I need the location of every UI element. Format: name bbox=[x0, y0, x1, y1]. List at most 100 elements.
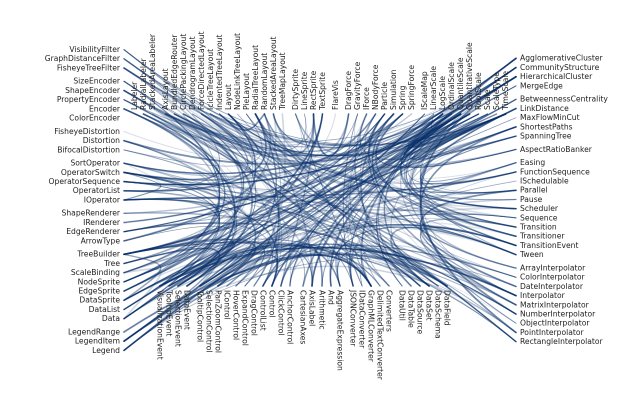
node-label[interactable]: DataSource bbox=[416, 290, 425, 335]
node-label[interactable]: Legend bbox=[92, 346, 120, 355]
node-label[interactable]: RectangleInterpolator bbox=[520, 337, 604, 346]
node-label[interactable]: DragControl bbox=[249, 290, 258, 336]
node-label[interactable]: CartesianAxes bbox=[299, 290, 308, 344]
node-label[interactable]: Encoder bbox=[89, 104, 121, 113]
node-label[interactable]: Scale bbox=[483, 89, 492, 110]
node-label[interactable]: RadialLabeler bbox=[139, 57, 148, 110]
node-label[interactable]: DataEvent bbox=[182, 290, 191, 330]
node-label[interactable]: Simulation bbox=[389, 69, 398, 110]
node-label[interactable]: Layout bbox=[224, 84, 233, 110]
node-label[interactable]: RadialTreeLayout bbox=[251, 45, 260, 110]
node-label[interactable]: ArrayInterpolator bbox=[520, 264, 586, 273]
node-label[interactable]: SelectionControl bbox=[204, 290, 213, 352]
node-label[interactable]: AgglomerativeCluster bbox=[520, 54, 604, 63]
node-label[interactable]: PieLayout bbox=[242, 73, 251, 110]
node-label[interactable]: BetweennessCentrality bbox=[520, 95, 608, 104]
node-label[interactable]: PropertyEncoder bbox=[57, 95, 121, 104]
node-label[interactable]: OrdinalScale bbox=[447, 62, 456, 110]
node-label[interactable]: PointInterpolator bbox=[520, 328, 585, 337]
node-label[interactable]: NodeLinkTreeLayout bbox=[233, 33, 242, 110]
node-label[interactable]: Data bbox=[102, 314, 120, 323]
node-label[interactable]: RandomLayout bbox=[260, 53, 269, 110]
node-label[interactable]: QuantitativeScale bbox=[465, 42, 474, 110]
node-label[interactable]: TransitionEvent bbox=[519, 241, 578, 250]
node-label[interactable]: Distortion bbox=[83, 136, 120, 145]
node-label[interactable]: Scheduler bbox=[520, 204, 559, 213]
node-label[interactable]: ArrowType bbox=[81, 236, 121, 245]
node-label[interactable]: IForce bbox=[362, 87, 371, 110]
node-label[interactable]: ExpandControl bbox=[240, 290, 249, 346]
node-label[interactable]: DateInterpolator bbox=[520, 282, 584, 291]
node-label[interactable]: SizeEncoder bbox=[73, 77, 121, 86]
node-label[interactable]: IDataConverter bbox=[358, 290, 367, 349]
node-label[interactable]: QuantileScale bbox=[456, 57, 465, 110]
node-label[interactable]: StackedAreaLayout bbox=[269, 36, 278, 110]
node-label[interactable]: DragForce bbox=[344, 71, 353, 110]
node-label[interactable]: ScaleBinding bbox=[71, 268, 120, 277]
node-label[interactable]: SortOperator bbox=[70, 159, 120, 168]
node-label[interactable]: AxisLabel bbox=[308, 290, 317, 326]
node-label[interactable]: RectSprite bbox=[309, 70, 318, 110]
node-label[interactable]: Sequence bbox=[520, 213, 558, 222]
node-label[interactable]: LinkDistance bbox=[520, 104, 569, 113]
node-label[interactable]: DataUtil bbox=[398, 290, 407, 321]
node-label[interactable]: Transition bbox=[519, 223, 557, 232]
node-label[interactable]: MaxFlowMinCut bbox=[520, 113, 580, 122]
node-label[interactable]: LogScale bbox=[438, 76, 447, 110]
node-label[interactable]: GraphDistanceFilter bbox=[45, 54, 121, 63]
node-label[interactable]: OperatorSwitch bbox=[61, 168, 120, 177]
node-label[interactable]: ShortestPaths bbox=[520, 122, 573, 131]
node-label[interactable]: PanZoomControl bbox=[213, 290, 222, 353]
node-label[interactable]: IRenderer bbox=[83, 218, 121, 227]
node-label[interactable]: IControl bbox=[222, 290, 231, 320]
node-label[interactable]: ShapeRenderer bbox=[62, 209, 121, 218]
node-label[interactable]: ShapeEncoder bbox=[65, 86, 121, 95]
node-label[interactable]: Pause bbox=[520, 195, 543, 204]
node-label[interactable]: TreeMapLayout bbox=[278, 52, 287, 111]
node-label[interactable]: IndentedTreeLayout bbox=[215, 35, 224, 110]
node-label[interactable]: SpanningTree bbox=[520, 132, 572, 141]
node-label[interactable]: MatrixInterpolator bbox=[520, 300, 590, 309]
node-label[interactable]: IcicleTreeLayout bbox=[206, 49, 215, 110]
node-label[interactable]: LineSprite bbox=[300, 71, 309, 110]
node-label[interactable]: FisheyeTreeFilter bbox=[57, 63, 121, 72]
node-label[interactable]: DelimitedTextConverter bbox=[376, 290, 385, 381]
node-label[interactable]: Interpolator bbox=[520, 291, 566, 300]
node-label[interactable]: HierarchicalCluster bbox=[520, 72, 593, 81]
node-label[interactable]: TimeScale bbox=[501, 71, 510, 111]
node-label[interactable]: VisibilityFilter bbox=[69, 45, 121, 54]
node-label[interactable]: LegendRange bbox=[68, 327, 120, 336]
node-label[interactable]: NBodyForce bbox=[371, 64, 380, 110]
node-label[interactable]: DirtySprite bbox=[291, 69, 300, 110]
node-label[interactable]: Arithmetic bbox=[318, 290, 327, 330]
node-label[interactable]: SpringForce bbox=[407, 65, 416, 110]
node-label[interactable]: ObjectInterpolator bbox=[520, 319, 590, 328]
node-label[interactable]: TooltipControl bbox=[195, 289, 204, 342]
node-label[interactable]: DataSchema bbox=[434, 290, 443, 339]
node-label[interactable]: DataSprite bbox=[79, 296, 120, 305]
node-label[interactable]: CirclePackingLayout bbox=[179, 34, 188, 110]
node-label[interactable]: OperatorList bbox=[73, 186, 120, 195]
node-label[interactable]: HoverControl bbox=[231, 290, 240, 340]
node-label[interactable]: LegendItem bbox=[75, 337, 120, 346]
node-label[interactable]: ColorEncoder bbox=[69, 114, 121, 123]
node-label[interactable]: RootScale bbox=[474, 72, 483, 110]
node-label[interactable]: Easing bbox=[520, 158, 545, 167]
node-label[interactable]: VisualizationEvent bbox=[155, 290, 164, 360]
node-label[interactable]: ColorInterpolator bbox=[520, 273, 586, 282]
node-label[interactable]: Control bbox=[267, 290, 276, 317]
node-label[interactable]: And bbox=[327, 290, 336, 305]
node-label[interactable]: LinearScale bbox=[429, 66, 438, 110]
node-label[interactable]: MergeEdge bbox=[520, 81, 563, 90]
node-label[interactable]: DendrogramLayout bbox=[188, 36, 197, 110]
node-label[interactable]: ForceDirectedLayout bbox=[197, 31, 206, 110]
node-label[interactable]: NumberInterpolator bbox=[520, 310, 596, 319]
node-label[interactable]: BifocalDistortion bbox=[57, 145, 120, 154]
node-label[interactable]: FunctionSequence bbox=[520, 167, 590, 176]
node-label[interactable]: Spring bbox=[398, 85, 407, 110]
node-label[interactable]: DataSet bbox=[425, 290, 434, 321]
node-label[interactable]: Particle bbox=[380, 82, 389, 110]
node-label[interactable]: IScaleMap bbox=[420, 71, 429, 110]
node-label[interactable]: DataList bbox=[89, 305, 120, 314]
node-label[interactable]: JSONConverter bbox=[349, 289, 358, 347]
